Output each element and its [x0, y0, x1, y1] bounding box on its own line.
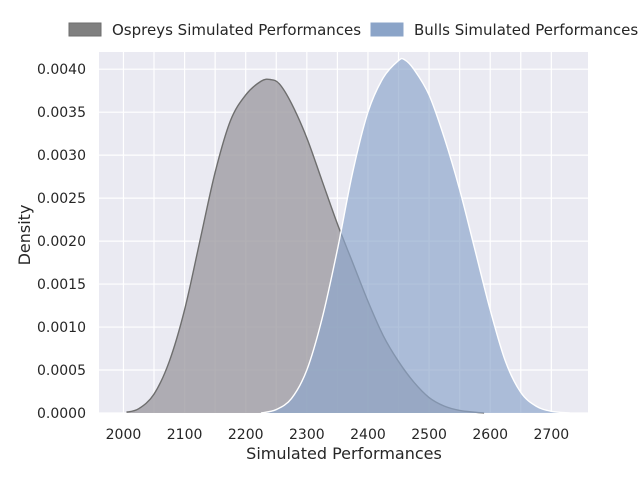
x-axis-label: Simulated Performances	[246, 444, 442, 463]
legend-label-bulls: Bulls Simulated Performances	[414, 21, 638, 39]
legend-swatch-ospreys	[68, 22, 102, 37]
density-area-bulls	[260, 58, 570, 413]
y-axis-label: Density	[15, 205, 34, 266]
y-tick-labels: 0.0000 0.0005 0.0010 0.0015 0.0020 0.0025 0.00…	[37, 62, 86, 422]
x-tick-label: 2400	[350, 427, 386, 443]
density-areas	[126, 57, 570, 414]
legend-swatch-bulls	[370, 22, 404, 37]
y-tick-label: 0.0005	[37, 363, 86, 379]
y-tick-label: 0.0040	[37, 62, 86, 78]
density-area-ospreys	[126, 79, 485, 413]
legend-label-ospreys: Ospreys Simulated Performances	[112, 21, 361, 39]
x-tick-label: 2000	[106, 427, 142, 443]
y-tick-label: 0.0015	[37, 277, 86, 293]
x-tick-label: 2700	[534, 427, 570, 443]
y-tick-label: 0.0000	[37, 406, 86, 422]
legend: Ospreys Simulated Performances Bulls Sim…	[68, 21, 638, 39]
x-tick-label: 2100	[167, 427, 203, 443]
x-tick-label: 2200	[228, 427, 264, 443]
y-tick-label: 0.0025	[37, 191, 86, 207]
density-curve-bulls	[260, 57, 570, 414]
y-tick-label: 0.0020	[37, 234, 86, 250]
y-tick-label: 0.0030	[37, 148, 86, 164]
x-tick-label: 2600	[472, 427, 508, 443]
x-tick-label: 2300	[289, 427, 325, 443]
x-tick-label: 2500	[411, 427, 447, 443]
x-tick-labels: 2000 2100 2200 2300 2400 2500 2600 2700	[106, 427, 570, 443]
y-tick-label: 0.0010	[37, 320, 86, 336]
y-tick-label: 0.0035	[37, 105, 86, 121]
